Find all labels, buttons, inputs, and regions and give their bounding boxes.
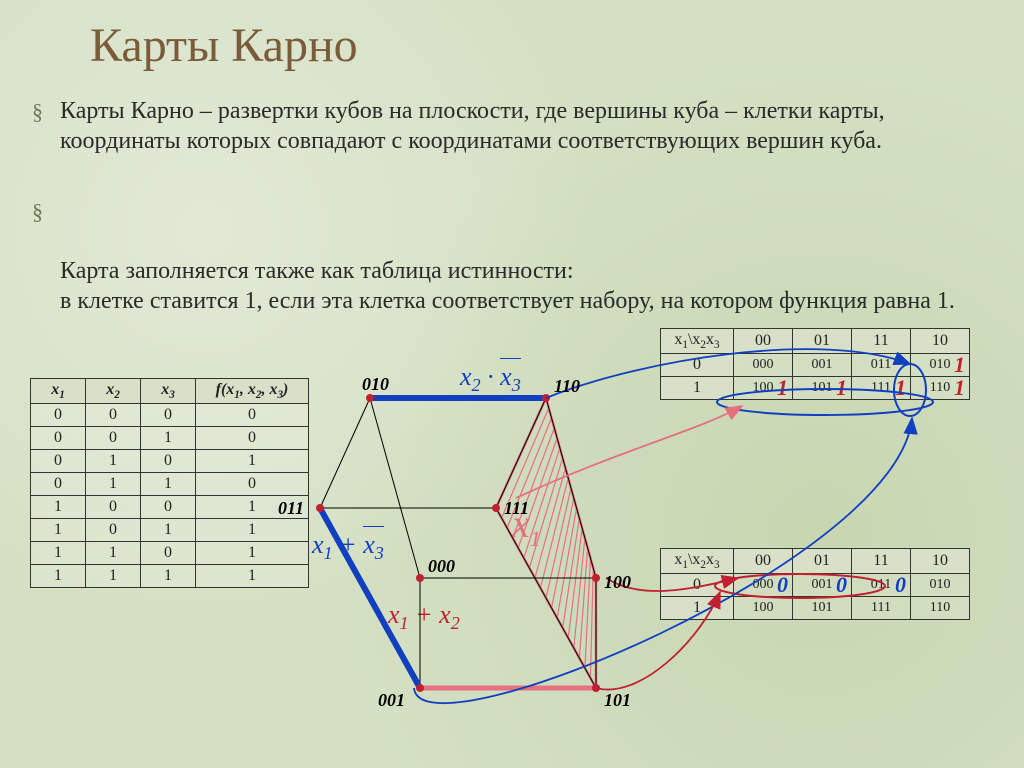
tt-cell: 0: [31, 450, 86, 473]
slide-title: Карты Карно: [90, 18, 358, 73]
tt-cell: 1: [86, 565, 141, 588]
tt-header: x2: [86, 379, 141, 404]
kmap-1: x1\x2x3000111100000001011010111001101111…: [660, 328, 970, 400]
kmap-cell: 1011: [793, 377, 852, 400]
expression-x1x2: x1 + x2: [388, 600, 460, 634]
bullet-1-text: Карты Карно – развертки кубов на плоскос…: [60, 98, 885, 154]
tt-header: f(x1, x2, x3): [196, 379, 309, 404]
tt-cell: 0: [31, 427, 86, 450]
cube-vertex-label: 011: [278, 498, 304, 519]
tt-cell: 0: [141, 404, 196, 427]
bullet-2-text: Карта заполняется также как таблица исти…: [60, 258, 955, 314]
tt-cell: 1: [31, 542, 86, 565]
truth-table: x1x2x3f(x1, x2, x3)000000100101011010011…: [30, 378, 309, 588]
tt-cell: 1: [31, 496, 86, 519]
tt-cell: 1: [141, 427, 196, 450]
tt-cell: 1: [141, 519, 196, 542]
cube-vertex-label: 000: [428, 556, 455, 577]
kmap-cell: 101: [793, 597, 852, 620]
tt-cell: 1: [86, 542, 141, 565]
kmap-cell: 1111: [852, 377, 911, 400]
tt-cell: 0: [31, 404, 86, 427]
cube-vertex-label: 010: [362, 374, 389, 395]
kmap-cell: 0101: [911, 354, 970, 377]
kmap-row-head: 0: [661, 354, 734, 377]
tt-cell: 0: [196, 404, 309, 427]
cube-vertex-label: 001: [378, 690, 405, 711]
kmap-col-head: 00: [734, 549, 793, 574]
kmap-cell: 110: [911, 597, 970, 620]
tt-cell: 0: [86, 496, 141, 519]
tt-cell: 1: [141, 473, 196, 496]
cube-vertex-label: 111: [504, 498, 529, 519]
bullet-1: § Карты Карно – развертки кубов на плоск…: [60, 96, 960, 156]
tt-cell: 1: [196, 542, 309, 565]
tt-cell: 1: [196, 519, 309, 542]
cube-vertex-label: 101: [604, 690, 631, 711]
kmap-cell: 100: [734, 597, 793, 620]
kmap-cell: 001: [793, 354, 852, 377]
tt-cell: 0: [141, 450, 196, 473]
kmap-col-head: 11: [852, 329, 911, 354]
kmap-cell: 000: [734, 354, 793, 377]
kmap-cell: 011: [852, 354, 911, 377]
bullet-2: § Карта заполняется также как таблица ис…: [60, 196, 960, 316]
tt-header: x3: [141, 379, 196, 404]
tt-cell: 1: [86, 450, 141, 473]
tt-cell: 1: [31, 519, 86, 542]
tt-header: x1: [31, 379, 86, 404]
bullet-symbol: §: [32, 198, 43, 226]
tt-cell: 0: [141, 542, 196, 565]
kmap-row-head: 1: [661, 597, 734, 620]
kmap-cell: 0010: [793, 574, 852, 597]
tt-cell: 0: [86, 427, 141, 450]
kmap-cell: 1101: [911, 377, 970, 400]
cube-vertex-label: 110: [554, 376, 580, 397]
kmap-cell: 0000: [734, 574, 793, 597]
kmap-corner: x1\x2x3: [661, 329, 734, 354]
tt-cell: 0: [86, 404, 141, 427]
tt-cell: 0: [196, 427, 309, 450]
kmap-col-head: 10: [911, 549, 970, 574]
kmap-2: x1\x2x3000111100000000100110010110010111…: [660, 548, 970, 620]
tt-cell: 0: [196, 473, 309, 496]
kmap-row-head: 1: [661, 377, 734, 400]
kmap-corner: x1\x2x3: [661, 549, 734, 574]
expression-x2x3: x2 · x3: [460, 362, 521, 396]
tt-cell: 0: [141, 496, 196, 519]
kmap-cell: 111: [852, 597, 911, 620]
tt-cell: 0: [86, 519, 141, 542]
kmap-cell: 1001: [734, 377, 793, 400]
kmap-col-head: 10: [911, 329, 970, 354]
kmap-cell: 010: [911, 574, 970, 597]
kmap-cell: 0110: [852, 574, 911, 597]
kmap-col-head: 11: [852, 549, 911, 574]
tt-cell: 1: [31, 565, 86, 588]
kmap-col-head: 01: [793, 329, 852, 354]
kmap-col-head: 01: [793, 549, 852, 574]
cube-vertex-label: 100: [604, 572, 631, 593]
tt-cell: 0: [31, 473, 86, 496]
tt-cell: 1: [86, 473, 141, 496]
bullet-symbol: §: [32, 98, 43, 126]
kmap-col-head: 00: [734, 329, 793, 354]
kmap-row-head: 0: [661, 574, 734, 597]
expression-x1x3: x1 + x3: [312, 530, 384, 564]
tt-cell: 1: [196, 450, 309, 473]
tt-cell: 1: [141, 565, 196, 588]
tt-cell: 1: [196, 565, 309, 588]
